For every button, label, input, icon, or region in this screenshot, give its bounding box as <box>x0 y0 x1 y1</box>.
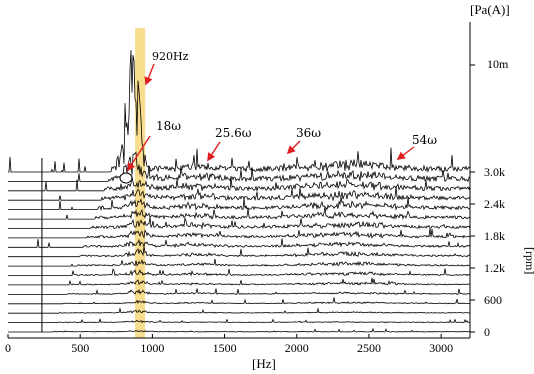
annotation-label: 54ω <box>412 133 437 147</box>
x-tick-label: 2000 <box>285 341 309 355</box>
spectrum-trace <box>8 246 471 258</box>
rpm-tick-label: 600 <box>484 293 502 307</box>
spectrum-trace <box>8 317 471 324</box>
rpm-tick-label: 3.0k <box>484 165 505 179</box>
peak-marker <box>119 172 133 184</box>
x-tick-label: 1500 <box>213 341 237 355</box>
rpm-tick-label: 1.8k <box>484 229 505 243</box>
spectrum-trace <box>8 268 470 277</box>
spectrum-trace <box>8 297 471 305</box>
spectrum-trace <box>8 307 471 314</box>
annotation-arrow <box>286 140 301 155</box>
x-tick-label: 500 <box>71 341 89 355</box>
amplitude-tick-label: 10m <box>487 57 509 71</box>
spectrum-trace <box>8 176 471 193</box>
spectrum-traces <box>8 50 471 333</box>
spectrum-trace <box>8 258 471 267</box>
spectrum-trace <box>8 228 471 239</box>
x-tick-label: 3000 <box>429 341 453 355</box>
annotation-label: 36ω <box>296 126 321 140</box>
rpm-ticks: 0 600 1.2k 1.8k 2.4k 3.0k <box>470 64 505 339</box>
spectrum-trace <box>8 50 471 174</box>
x-axis-label: [Hz] <box>252 356 276 371</box>
rpm-tick-label: 1.2k <box>484 261 505 275</box>
axes <box>8 22 471 339</box>
spectrum-trace <box>8 288 471 295</box>
rpm-axis-label: [rpm] <box>523 247 534 274</box>
spectrum-trace <box>8 206 471 220</box>
annotation-label: 920Hz <box>152 50 189 63</box>
rpm-tick-label: 2.4k <box>484 197 505 211</box>
spectrum-trace <box>8 216 471 230</box>
annotation-label: 18ω <box>156 119 181 133</box>
x-tick-label: 0 <box>5 341 11 355</box>
annotation-arrow <box>396 146 415 161</box>
x-tick-label: 2500 <box>357 341 381 355</box>
spectrum-trace <box>8 196 471 211</box>
rpm-tick-label: 0 <box>484 325 490 339</box>
x-tick-label: 1000 <box>140 341 164 355</box>
annotations: 920Hz 18ω 25.6ω 36ω 54ω <box>119 50 437 184</box>
annotation-arrow <box>127 135 151 172</box>
y-axis-label-top: [Pa(A)] <box>470 2 510 17</box>
annotation-arrow <box>207 141 221 162</box>
spectrum-trace <box>8 151 471 183</box>
x-ticks: 0 500 1000 1500 2000 2500 3000 <box>5 334 453 355</box>
spectrum-trace <box>8 238 471 249</box>
annotation-label: 25.6ω <box>215 126 252 140</box>
spectrum-trace <box>8 186 471 202</box>
spectrum-trace <box>8 327 471 333</box>
annotation-arrow <box>144 63 155 86</box>
spectrum-trace <box>8 277 471 286</box>
